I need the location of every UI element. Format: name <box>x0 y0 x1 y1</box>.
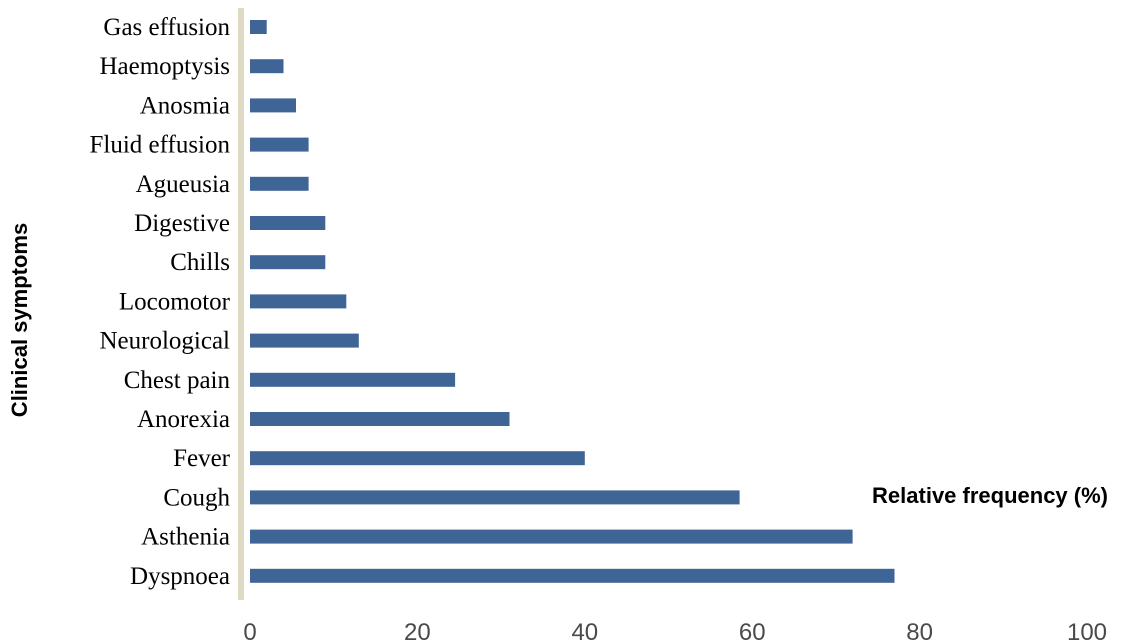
bar-chest-pain <box>250 372 456 387</box>
x-tick-label-80: 80 <box>906 619 933 644</box>
category-label-gas-effusion: Gas effusion <box>103 14 230 41</box>
category-label-agueusia: Agueusia <box>136 171 230 198</box>
y-axis-title: Clinical symptoms <box>7 223 32 417</box>
x-tick-label-40: 40 <box>571 619 598 644</box>
x-axis-title: Relative frequency (%) <box>872 483 1108 508</box>
category-labels: Dyspnoea Asthenia Cough Fever Anorexia Chest … <box>89 14 230 590</box>
bar-chills <box>250 255 326 270</box>
category-label-digestive: Digestive <box>134 210 230 237</box>
category-label-anorexia: Anorexia <box>137 406 230 433</box>
bar-fluid-effusion <box>250 137 309 152</box>
bar-asthenia <box>250 529 853 544</box>
bar-anosmia <box>250 98 296 113</box>
x-tick-label-20: 20 <box>404 619 431 644</box>
category-label-fever: Fever <box>173 445 231 472</box>
category-label-haemoptysis: Haemoptysis <box>99 53 230 80</box>
category-label-chest-pain: Chest pain <box>124 367 231 394</box>
x-tick-label-100: 100 <box>1067 619 1107 644</box>
x-tick-label-60: 60 <box>739 619 766 644</box>
bar-anorexia <box>250 412 510 426</box>
bar-fever <box>250 451 585 466</box>
category-label-fluid-effusion: Fluid effusion <box>89 132 230 159</box>
bar-digestive <box>250 216 326 230</box>
bar-gas-effusion <box>250 20 267 34</box>
category-label-locomotor: Locomotor <box>119 288 231 315</box>
x-tick-label-0: 0 <box>243 619 256 644</box>
bar-neurological <box>250 333 359 348</box>
x-tick-labels: 0 20 40 60 80 100 <box>243 619 1107 644</box>
category-label-cough: Cough <box>163 484 230 511</box>
bars-group <box>250 20 895 583</box>
bar-agueusia <box>250 176 309 191</box>
category-label-neurological: Neurological <box>99 328 230 355</box>
category-label-asthenia: Asthenia <box>141 524 230 551</box>
category-label-dyspnoea: Dyspnoea <box>130 563 230 590</box>
category-label-anosmia: Anosmia <box>140 92 230 119</box>
bar-dyspnoea <box>250 568 895 583</box>
bar-locomotor <box>250 294 347 309</box>
category-label-chills: Chills <box>170 249 230 276</box>
bar-haemoptysis <box>250 59 284 74</box>
bar-cough <box>250 490 740 505</box>
